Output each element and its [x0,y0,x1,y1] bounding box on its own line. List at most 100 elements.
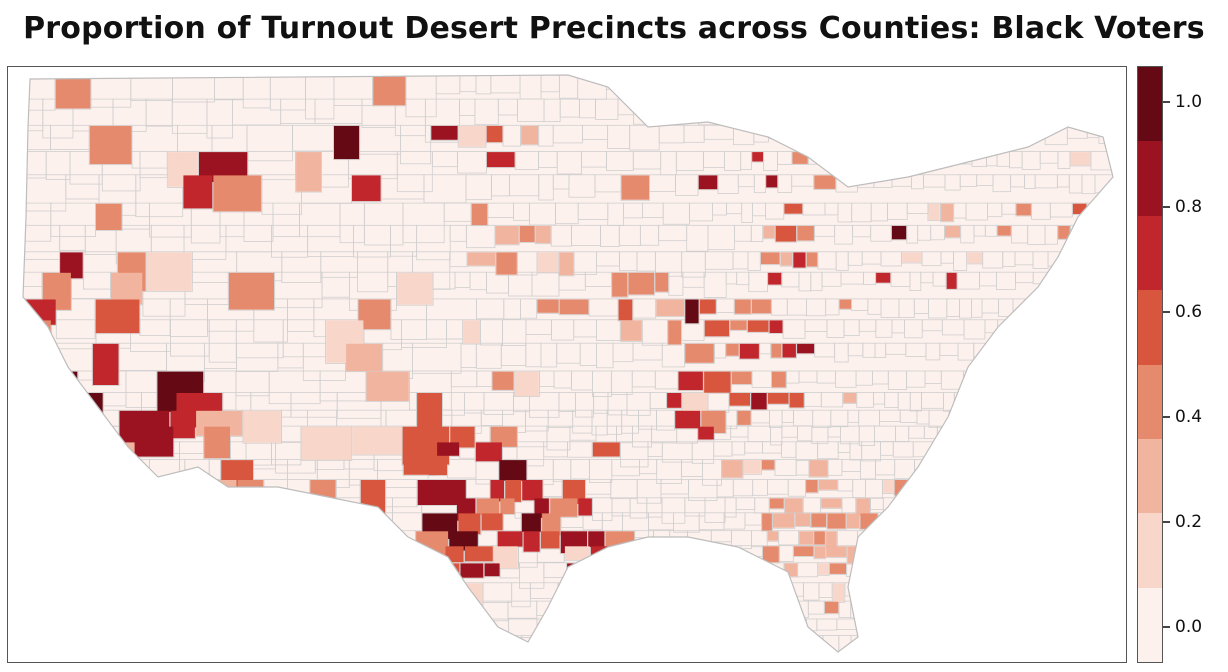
county-border [93,600,132,627]
county-cell [521,513,541,532]
county-cell [59,619,108,648]
county-cell [301,426,352,460]
county-border [1031,391,1048,408]
county-border [980,618,995,636]
county-border [950,600,973,617]
county-border [639,545,659,564]
county-cell [1097,563,1113,582]
county-border [938,635,958,648]
county-cell [628,272,655,295]
county-border [1049,298,1068,315]
county-border [928,512,950,525]
county-border [1002,635,1019,651]
county-border [993,497,1010,513]
county-cell [476,498,500,515]
county-cell [814,175,836,189]
county-cell [146,252,192,291]
county-border [617,545,640,572]
county-cell [567,563,583,577]
county-border [1033,497,1053,509]
county-border [557,582,578,600]
county-border [23,425,54,461]
county-cell [89,125,132,165]
county-border [1015,75,1039,92]
county-border [266,618,309,652]
county-border [1058,530,1081,550]
county-border [1034,319,1050,333]
county-border [1010,342,1030,357]
county-border [622,635,639,652]
county-border [1084,635,1101,648]
county-border [229,635,276,652]
county-border [92,459,126,503]
county-cell [892,601,911,618]
county-border [996,512,1014,528]
county-border [1059,319,1078,332]
county-border [1031,545,1049,560]
county-border [451,618,482,645]
county-border [967,655,980,661]
county-cell [928,203,940,220]
county-border [1006,98,1024,118]
county-border [1004,391,1020,407]
county-border [746,618,760,632]
county-border [399,124,432,165]
county-border [738,562,759,583]
legend-tick-mark [1163,416,1170,418]
county-border [900,618,918,638]
county-border [340,600,375,645]
county-cell [997,513,1013,527]
county-cell [562,480,585,504]
county-border [1022,582,1040,598]
county-border [721,75,733,88]
county-border [888,582,900,601]
county-border [182,530,230,560]
county-border [44,545,72,578]
county-border [702,618,725,645]
county-border [591,655,619,661]
county-border [416,224,451,261]
county-cell [681,99,698,116]
county-border [728,582,744,600]
county-cell [875,125,886,137]
county-cell [655,272,669,292]
county-cell [751,75,763,86]
county-border [892,655,905,661]
county-border [439,600,457,623]
county-cell [645,601,665,616]
legend-swatch [1138,290,1162,365]
county-cell [967,252,983,264]
county-cell [981,656,996,661]
county-cell [1035,636,1056,648]
county-border [1095,298,1113,319]
county-cell [921,583,941,595]
county-border [1015,600,1035,616]
county-border [1097,512,1113,529]
county-border [1098,319,1113,340]
county-border [1058,545,1078,560]
county-border [23,600,67,646]
county-border [1042,98,1057,116]
county-cell [827,513,846,529]
county-border [50,582,88,624]
county-border [964,545,978,557]
county-border [107,618,147,650]
county-border [1017,441,1034,455]
county-cell [767,531,779,541]
county-border [841,151,856,169]
county-border [494,635,523,652]
county-cell [417,393,442,432]
map-title: Proportion of Turnout Desert Precincts a… [23,11,1205,46]
county-border [921,635,940,649]
county-border [1004,618,1024,639]
county-border [127,478,175,505]
county-cell [722,460,743,478]
county-cell [124,426,174,457]
county-cell [559,252,574,276]
county-cell [814,531,825,545]
county-border [856,98,879,111]
county-border [558,600,579,617]
county-cell [1100,252,1113,266]
county-border [1089,478,1109,495]
county-border [1112,151,1113,167]
